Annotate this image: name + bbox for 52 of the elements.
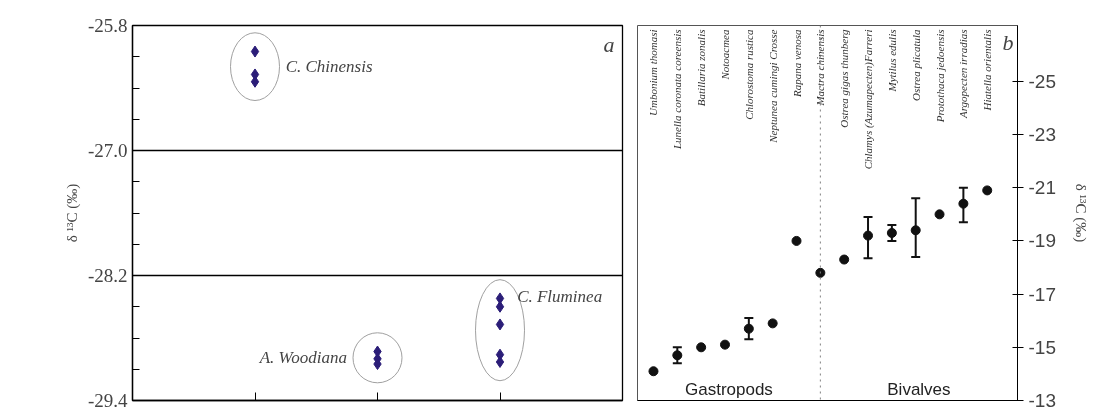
x-tick-label: Ostrea gigas thunberg — [838, 29, 851, 128]
point — [696, 342, 707, 353]
x-tick-label: Argopecten irradias — [957, 29, 970, 119]
point — [791, 235, 802, 246]
x-tick-label: Ostrea plicatula — [909, 29, 922, 101]
annotation: b — [1002, 29, 1014, 55]
y-tick-label: -23 — [1028, 124, 1056, 146]
annotation: a — [603, 31, 615, 57]
y-tick-label: -15 — [1028, 336, 1056, 358]
y-tick-label: -27.0 — [87, 140, 128, 161]
point — [250, 45, 260, 58]
y-tick-label: -29.4 — [87, 390, 128, 411]
annotation: Bivalves — [887, 379, 951, 399]
x-tick-label: Umbonium thomasi — [647, 29, 660, 116]
x-tick-label: Protothaca jedoensis — [933, 29, 946, 124]
x-tick-label: Neptunea cumingi Crosse — [766, 29, 779, 144]
y-axis-title: δ ¹³C (‰) — [1071, 183, 1089, 243]
y-tick-label: -19 — [1028, 230, 1056, 252]
point — [910, 225, 921, 236]
point — [719, 339, 730, 350]
y-tick-label: -17 — [1028, 283, 1056, 305]
annotation: Gastropods — [684, 379, 773, 399]
annotation: C. Fluminea — [517, 287, 603, 307]
y-axis-title: δ ¹³C (‰) — [63, 183, 81, 243]
point — [672, 350, 683, 361]
y-tick-label: -21 — [1028, 177, 1056, 199]
x-tick-label: Lunella coronata coreensis — [671, 29, 684, 151]
point — [648, 366, 659, 377]
y-tick-label: -13 — [1028, 390, 1056, 411]
point — [839, 254, 850, 265]
y-tick-label: -25.8 — [87, 15, 128, 36]
y-tick-label: -25 — [1028, 70, 1056, 92]
point — [767, 318, 778, 329]
x-tick-label: Rapana venosa — [790, 29, 803, 99]
point — [982, 185, 993, 196]
x-tick-label: Chlorostoma rustica — [742, 29, 755, 120]
point — [863, 230, 874, 241]
x-tick-label: Chlamys (Azumapecten)Farreri — [862, 29, 876, 170]
x-tick-label: Hiatella orientalis — [981, 29, 994, 112]
point — [495, 318, 505, 331]
point — [743, 323, 754, 334]
point — [934, 209, 945, 220]
annotation: A. Woodiana — [258, 348, 347, 368]
x-tick-label: Mytilus edulis — [885, 29, 898, 93]
point — [886, 227, 897, 238]
x-tick-label: Notoacmea — [718, 29, 731, 81]
annotation: C. Chinensis — [285, 57, 373, 77]
x-tick-label: Mactra chinensis — [814, 29, 827, 107]
point — [958, 198, 969, 209]
point — [815, 267, 826, 278]
x-tick-label: Batillaria zonalis — [695, 29, 708, 107]
y-tick-label: -28.2 — [87, 265, 128, 286]
